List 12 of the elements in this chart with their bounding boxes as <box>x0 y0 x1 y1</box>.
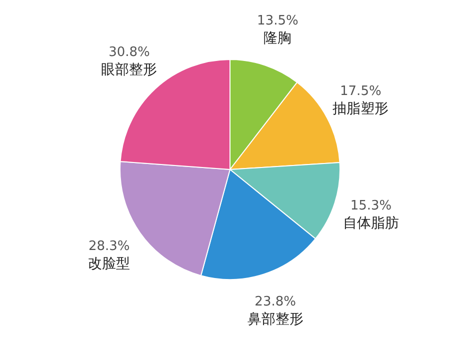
data-label: 13.5% <box>257 13 298 28</box>
slice-label: 鼻部整形 <box>247 311 304 328</box>
data-label: 28.3% <box>88 238 130 254</box>
slice-label: 抽脂塑形 <box>332 101 389 118</box>
data-label: 30.8% <box>108 45 150 60</box>
slice-label: 眼部整形 <box>101 62 158 78</box>
slice-label: 隆胸 <box>264 30 292 46</box>
slice-label: 改脸型 <box>88 256 130 272</box>
data-label: 23.8% <box>254 294 296 310</box>
data-label: 17.5% <box>340 84 382 100</box>
slice-label: 自体脂肪 <box>343 215 399 232</box>
data-label: 15.3% <box>350 198 392 214</box>
